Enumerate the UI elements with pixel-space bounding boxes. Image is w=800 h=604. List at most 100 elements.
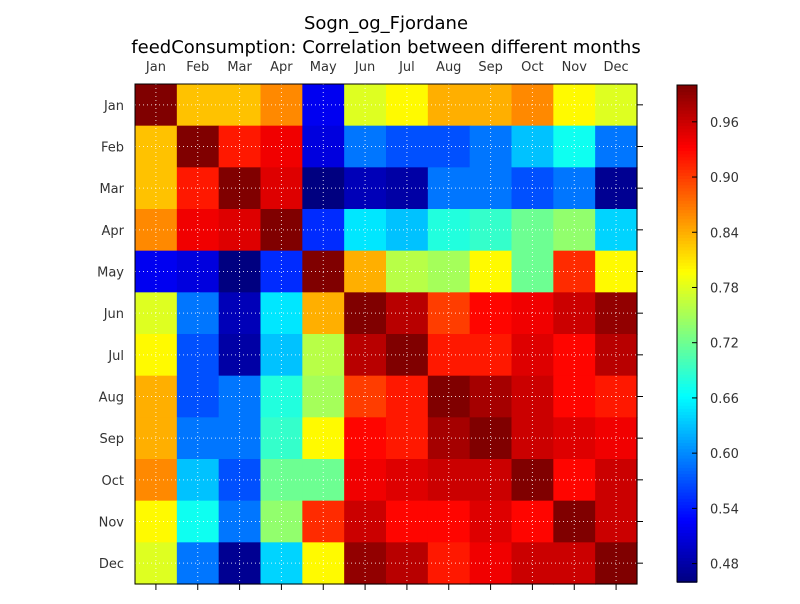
colorbar-segment bbox=[677, 140, 697, 145]
colorbar-segment bbox=[677, 178, 697, 183]
heatmap-cell bbox=[553, 84, 596, 127]
colorbar-segment bbox=[677, 109, 697, 114]
colorbar-frame bbox=[676, 84, 698, 583]
colorbar-segment bbox=[677, 103, 697, 108]
colorbar-segment bbox=[677, 463, 697, 468]
colorbar-segment bbox=[677, 454, 697, 459]
colorbar-segment bbox=[677, 491, 697, 496]
colorbar-segment bbox=[677, 578, 697, 583]
y-tick-label: Apr bbox=[102, 224, 125, 239]
colorbar-segment bbox=[677, 100, 697, 105]
colorbar-segment bbox=[677, 271, 697, 276]
heatmap-cell bbox=[553, 250, 596, 293]
colorbar-segment bbox=[677, 526, 697, 530]
colorbar-segment bbox=[677, 479, 697, 484]
colorbar-segment bbox=[677, 563, 697, 568]
colorbar-segment bbox=[677, 566, 697, 571]
heatmap-cell bbox=[595, 542, 638, 585]
colorbar-segment bbox=[677, 274, 697, 279]
colorbar-segment bbox=[677, 305, 697, 310]
colorbar-segment bbox=[677, 147, 697, 152]
colorbar-segment bbox=[677, 128, 697, 133]
colorbar-segment bbox=[677, 513, 697, 518]
colorbar-segment bbox=[677, 119, 697, 124]
colorbar-segment bbox=[677, 367, 697, 372]
heatmap-cell bbox=[344, 84, 387, 127]
colorbar-segment bbox=[677, 227, 697, 232]
colorbar-segment bbox=[677, 290, 697, 294]
colorbar-segment bbox=[677, 175, 697, 179]
colorbar-segment bbox=[677, 162, 697, 167]
colorbar-segment bbox=[677, 501, 697, 506]
colorbar-segment bbox=[677, 203, 697, 207]
colorbar-segment bbox=[677, 212, 697, 217]
colorbar-segment bbox=[677, 572, 697, 577]
colorbar-segment bbox=[677, 137, 697, 142]
heatmap-cell bbox=[511, 334, 554, 377]
heatmap-cell bbox=[511, 292, 554, 335]
colorbar-segment bbox=[677, 476, 697, 481]
colorbar-segment bbox=[677, 516, 697, 521]
colorbar-segment bbox=[677, 327, 697, 332]
heatmap-frame bbox=[134, 83, 638, 585]
colorbar-segment bbox=[677, 218, 697, 223]
y-tick-label: Dec bbox=[99, 557, 124, 572]
x-tick-label: Jul bbox=[398, 60, 415, 75]
heatmap-cell bbox=[511, 542, 554, 585]
colorbar-segment bbox=[677, 85, 697, 89]
colorbar-segment bbox=[677, 352, 697, 357]
colorbar-segment bbox=[677, 349, 697, 353]
colorbar-segment bbox=[677, 442, 697, 447]
heatmap-cell bbox=[344, 417, 387, 460]
heatmap-cell bbox=[511, 250, 554, 293]
colorbar-segment bbox=[677, 554, 697, 558]
colorbar-segment bbox=[677, 457, 697, 462]
colorbar-segment bbox=[677, 224, 697, 229]
colorbar-segment bbox=[677, 547, 697, 552]
heatmap-cell bbox=[344, 250, 387, 293]
colorbar-segment bbox=[677, 522, 697, 527]
colorbar-segment bbox=[677, 324, 697, 329]
heatmap-gridlines bbox=[135, 84, 637, 584]
x-tick-label: Jan bbox=[145, 60, 166, 75]
colorbar-segment bbox=[677, 193, 697, 198]
colorbar-segment bbox=[677, 408, 697, 412]
colorbar-segment bbox=[677, 249, 697, 254]
heatmap-cell bbox=[469, 84, 513, 127]
heatmap-cell bbox=[553, 292, 596, 335]
heatmap-cell bbox=[135, 250, 178, 293]
colorbar-tick-label: 0.66 bbox=[710, 392, 739, 407]
x-tick-label: Feb bbox=[186, 60, 209, 75]
colorbar-segment bbox=[677, 168, 697, 173]
colorbar-segment bbox=[677, 575, 697, 580]
colorbar-segment bbox=[677, 184, 697, 189]
colorbar-segment bbox=[677, 339, 697, 344]
heatmap-cell bbox=[595, 334, 638, 377]
heatmap-cell bbox=[595, 292, 638, 335]
heatmap-cell bbox=[135, 84, 178, 127]
colorbar-tick-label: 0.96 bbox=[710, 116, 739, 131]
x-tick-label: Apr bbox=[270, 60, 293, 75]
heatmap-cell bbox=[511, 500, 554, 543]
colorbar-segment bbox=[677, 470, 697, 475]
colorbar-segment bbox=[677, 529, 697, 534]
colorbar-segment bbox=[677, 432, 697, 437]
colorbar-segment bbox=[677, 280, 697, 285]
x-tick-label: Sep bbox=[478, 60, 503, 75]
colorbar-tick-label: 0.84 bbox=[710, 226, 739, 241]
y-tick-label: Jul bbox=[107, 349, 124, 364]
colorbar-segment bbox=[677, 370, 697, 375]
colorbar-segment bbox=[677, 386, 697, 391]
x-tick-label: Oct bbox=[521, 60, 543, 75]
colorbar: 0.48 0.54 0.60 0.66 0.72 0.78 0.84 0.90 0.96 bbox=[676, 84, 739, 583]
colorbar-segment bbox=[677, 246, 697, 251]
colorbar-segment bbox=[677, 358, 697, 363]
heatmap-cell bbox=[553, 334, 596, 377]
heatmap-cell bbox=[553, 542, 596, 585]
colorbar-segment bbox=[677, 380, 697, 384]
heatmap-cell bbox=[469, 334, 513, 377]
x-tick-label: Nov bbox=[562, 60, 588, 75]
colorbar-segment bbox=[677, 398, 697, 403]
heatmap-cell bbox=[135, 292, 178, 335]
colorbar-segment bbox=[677, 361, 697, 366]
